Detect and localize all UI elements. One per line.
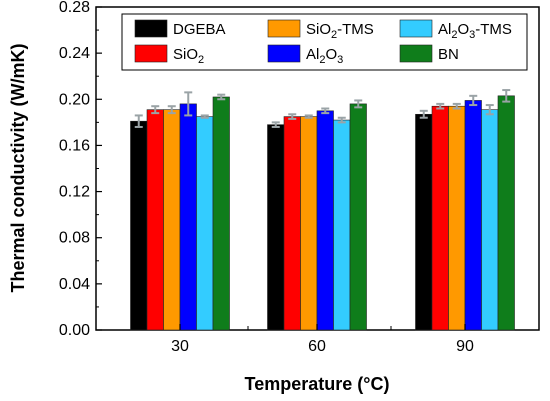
bar-al2o3-60: [316, 110, 334, 331]
bar-al2o3-tms-30: [196, 116, 214, 331]
legend-swatch-al2o3-tms: [399, 19, 433, 38]
error-bars-layer: [134, 89, 511, 128]
y-tick-label: 0.16: [59, 137, 90, 154]
legend-label: Al2O3: [306, 46, 343, 66]
legend-frame: [121, 13, 528, 71]
y-tick-label: 0.24: [59, 45, 90, 62]
bar-bn-60: [349, 103, 367, 331]
legend-label: SiO2: [173, 46, 204, 66]
bar-al2o3-tms-60: [333, 119, 351, 331]
bar-al2o3-90: [464, 100, 482, 331]
legend-swatch-al2o3: [267, 44, 301, 63]
y-tick-label: 0.28: [59, 0, 90, 16]
bar-dgeba-90: [415, 113, 433, 331]
bar-sio2-tms-90: [448, 105, 466, 331]
x-axis-title: Temperature (°C): [245, 374, 390, 394]
bar-sio2-90: [431, 105, 449, 331]
y-axis-title: Thermal conductivity (W/mK): [8, 43, 28, 292]
bar-sio2-tms-30: [163, 109, 181, 331]
legend-swatch-sio2-tms: [267, 19, 301, 38]
legend-label: SiO2-TMS: [306, 21, 374, 41]
legend-label: Al2O3-TMS: [438, 21, 512, 41]
bar-al2o3-tms-90: [481, 109, 499, 331]
bars-layer: [130, 95, 515, 331]
y-axis: 0.00 0.04 0.08 0.12 0.16 0.20 0.24 0.28: [59, 0, 102, 339]
y-tick-label: 0.08: [59, 230, 90, 247]
y-tick-label: 0.12: [59, 184, 90, 201]
legend: DGEBA SiO2-TMS Al2O3-TMS SiO2 Al2O3 BN: [121, 13, 528, 71]
bar-sio2-tms-60: [300, 116, 318, 331]
bar-dgeba-60: [267, 124, 285, 331]
y-tick-label: 0.20: [59, 91, 90, 108]
bar-sio2-30: [146, 109, 164, 331]
bar-bn-30: [212, 96, 230, 331]
x-tick-label: 90: [456, 338, 474, 355]
legend-label: BN: [438, 46, 459, 63]
legend-swatch-sio2: [134, 44, 168, 63]
y-tick-label: 0.00: [59, 322, 90, 339]
x-axis: 30 60 90: [171, 324, 474, 355]
legend-swatch-dgeba: [134, 19, 168, 38]
legend-label: DGEBA: [173, 21, 226, 38]
bar-bn-90: [497, 95, 515, 331]
legend-swatch-bn: [399, 44, 433, 63]
x-tick-label: 60: [308, 338, 326, 355]
y-tick-label: 0.04: [59, 276, 90, 293]
x-tick-label: 30: [171, 338, 189, 355]
bar-al2o3-30: [179, 103, 197, 331]
bar-sio2-60: [283, 116, 301, 331]
bar-dgeba-30: [130, 120, 148, 331]
